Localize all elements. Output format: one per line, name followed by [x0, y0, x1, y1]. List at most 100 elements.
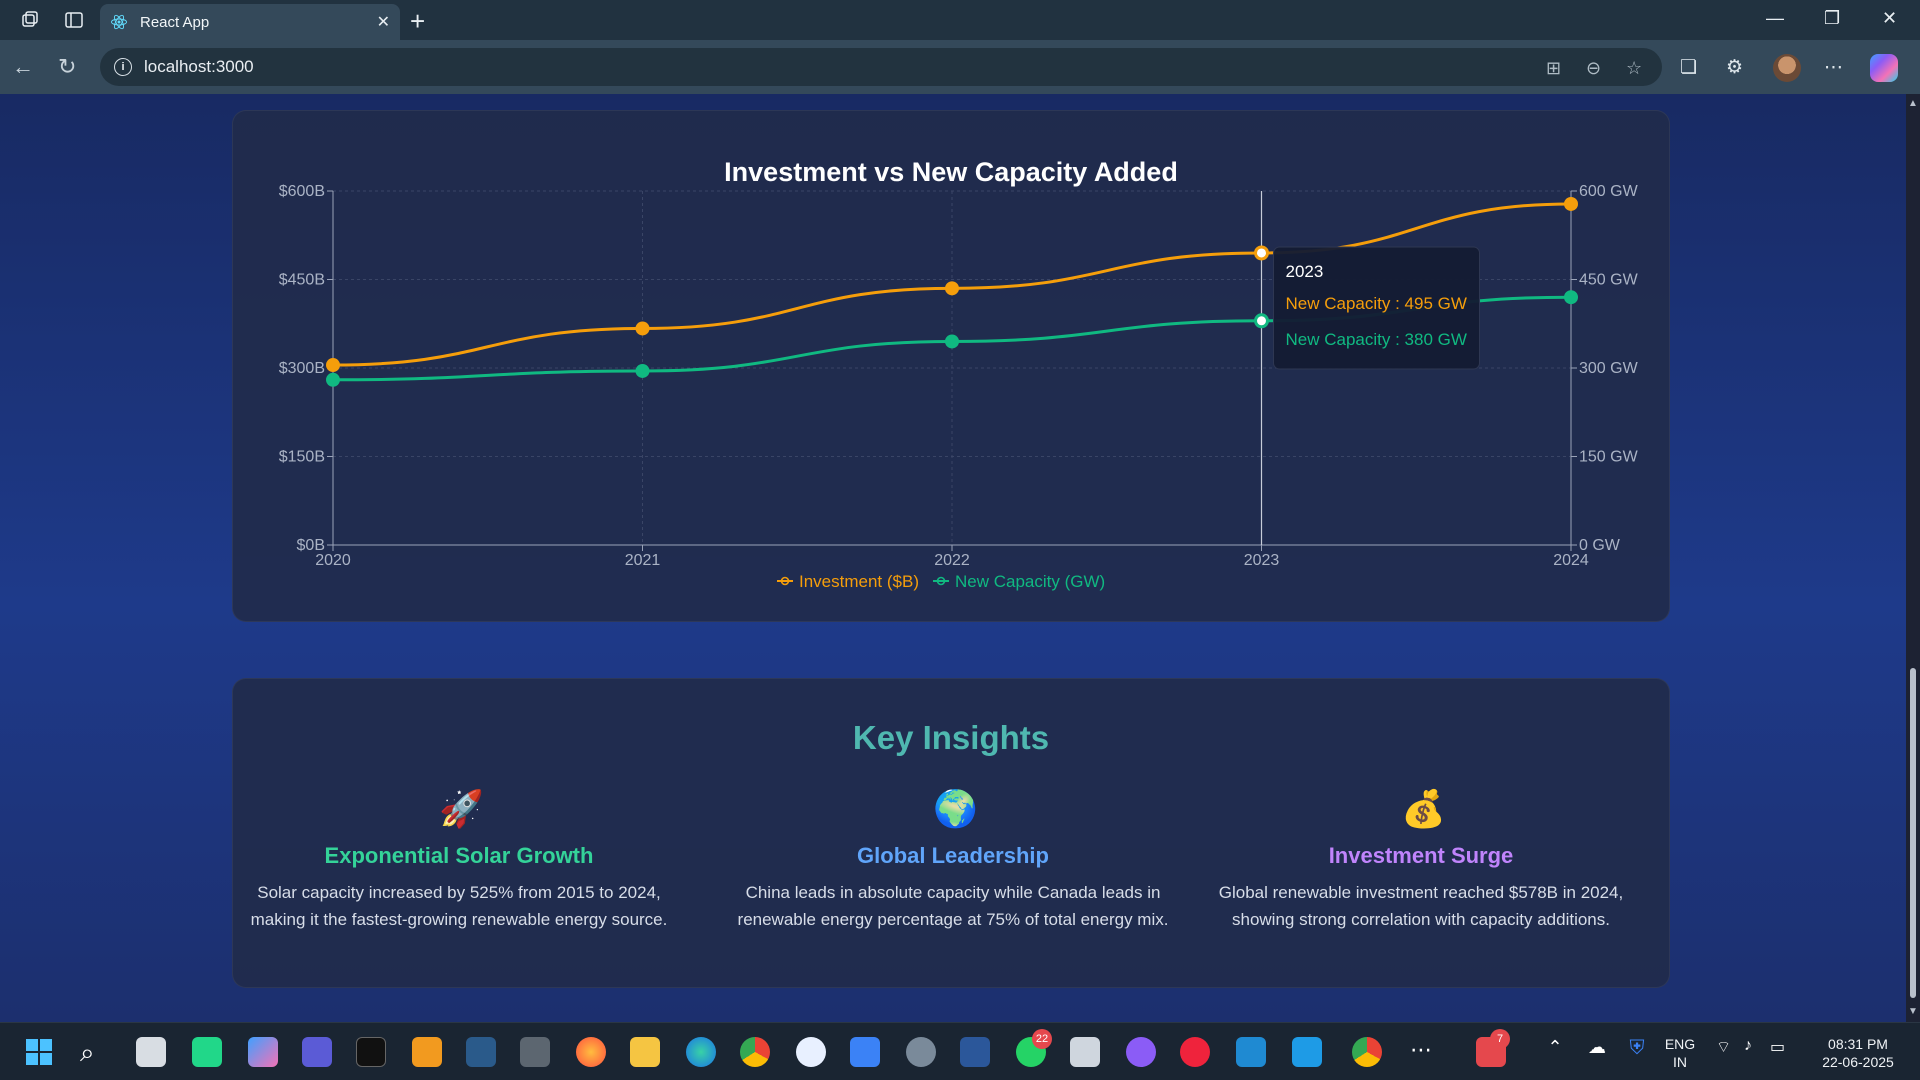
line-chart: $0B 0 GW $150B 150 GW $300B 300 GW $450B 450 GW… — [279, 183, 1639, 591]
profile-avatar[interactable] — [1773, 54, 1801, 82]
chart-card: Investment vs New Capacity Added $0B 0 GW… — [232, 110, 1670, 622]
extensions-icon[interactable]: ⚙ — [1726, 57, 1744, 78]
favorite-star-icon[interactable]: ☆ — [1626, 58, 1643, 78]
y-left-tick-label: $450B — [279, 272, 325, 289]
wifi-icon[interactable]: ⌔ — [1716, 1039, 1732, 1056]
clock-time: 08:31 PM — [1828, 1036, 1888, 1052]
tooltip-item: New Capacity : 380 GW — [1286, 330, 1467, 349]
react-logo-icon — [110, 13, 128, 31]
minimize-icon[interactable]: — — [1766, 8, 1784, 28]
language-code: ENG — [1664, 1036, 1696, 1052]
security-shield-icon[interactable]: ⛨ — [1629, 1037, 1645, 1059]
y-right-tick-label: 300 GW — [1579, 360, 1639, 377]
close-tab-icon[interactable]: ✕ — [376, 14, 390, 31]
data-point — [326, 358, 340, 373]
pycharm-icon[interactable] — [192, 1037, 222, 1067]
unity-icon[interactable] — [520, 1037, 550, 1067]
region-code: IN — [1673, 1054, 1687, 1070]
chrome-icon[interactable] — [740, 1037, 770, 1067]
data-point — [1564, 196, 1578, 211]
taskbar: ⌕ 22 ⋯ 7 ⌃ ☁ ⛨ ENG IN ⌔ ♪ ▭ 08:31 PM 22-… — [0, 1022, 1920, 1080]
y-right-tick-label: 0 GW — [1579, 537, 1621, 554]
terminal-icon[interactable] — [356, 1037, 386, 1067]
vscode-icon[interactable] — [1236, 1037, 1266, 1067]
chrome-profile-icon[interactable] — [1352, 1037, 1382, 1067]
reload-icon[interactable]: ↻ — [58, 54, 77, 79]
site-info-icon[interactable]: i — [114, 58, 132, 76]
close-window-icon[interactable]: ✕ — [1882, 8, 1898, 28]
browser-tab[interactable]: React App ✕ — [100, 4, 400, 40]
money-bag-icon: 💰 — [1401, 788, 1446, 829]
more-options-icon[interactable]: ⋯ — [1824, 57, 1843, 78]
youtube-music-icon[interactable] — [1180, 1037, 1210, 1067]
clock[interactable]: 08:31 PM 22-06-2025 — [1810, 1035, 1906, 1071]
virtualbox-icon[interactable] — [1070, 1037, 1100, 1067]
y-left-tick-label: $150B — [279, 449, 325, 466]
address-bar[interactable]: i localhost:3000 ⊞ ⊖ ☆ — [100, 48, 1662, 86]
insight-item: 🚀 Exponential Solar Growth Solar capacit… — [239, 789, 679, 933]
insight-heading: Global Leadership — [857, 843, 1049, 868]
windows-start-icon[interactable] — [24, 1037, 54, 1067]
tooltip-box — [1273, 246, 1480, 370]
x-tick-label: 2023 — [1244, 552, 1280, 569]
x-tick-label: 2020 — [315, 552, 351, 569]
copilot-icon[interactable] — [1870, 54, 1898, 82]
tooltip-item: New Capacity : 495 GW — [1286, 294, 1467, 313]
cloud-icon[interactable]: ☁ — [1588, 1037, 1606, 1057]
legend-label: New Capacity (GW) — [955, 572, 1105, 591]
data-point — [1564, 290, 1578, 305]
insight-heading: Investment Surge — [1328, 843, 1514, 868]
scroll-down-arrow-icon[interactable]: ▼ — [1908, 1006, 1918, 1017]
scroll-thumb[interactable] — [1910, 668, 1916, 998]
data-point-active — [1254, 245, 1269, 261]
app-available-icon[interactable]: ⊞ — [1546, 58, 1562, 78]
file-explorer-icon[interactable] — [630, 1037, 660, 1067]
scroll-up-arrow-icon[interactable]: ▲ — [1908, 98, 1918, 109]
back-icon[interactable]: ← — [12, 54, 34, 79]
task-view-icon[interactable] — [136, 1037, 166, 1067]
tooltip-label: 2023 — [1286, 262, 1324, 281]
data-point — [326, 372, 340, 387]
y-right-tick-label: 600 GW — [1579, 183, 1639, 200]
data-point — [635, 321, 650, 336]
y-left-tick-label: $300B — [279, 360, 325, 377]
chart-title: Investment vs New Capacity Added — [724, 157, 1178, 187]
zoom-icon[interactable]: ⊖ — [1586, 58, 1602, 78]
word-icon[interactable] — [960, 1037, 990, 1067]
insight-item: 💰 Investment Surge Global renewable inve… — [1201, 789, 1641, 933]
settings-icon[interactable] — [906, 1037, 936, 1067]
github-icon[interactable] — [1126, 1037, 1156, 1067]
legend-marker — [780, 576, 790, 586]
workspaces-icon[interactable] — [18, 8, 42, 32]
insights-title: Key Insights — [852, 719, 1050, 756]
volume-icon[interactable]: ♪ — [1744, 1037, 1752, 1054]
page-content: Investment vs New Capacity Added $0B 0 GW… — [0, 94, 1906, 1022]
tab-title: React App — [140, 13, 210, 31]
clipchamp-icon[interactable] — [1292, 1037, 1322, 1067]
page-scrollbar[interactable]: ▲ ▼ — [1906, 94, 1920, 1022]
mathpix-icon[interactable] — [302, 1037, 332, 1067]
more-apps-icon[interactable]: ⋯ — [1410, 1037, 1432, 1062]
edge-icon[interactable] — [686, 1037, 716, 1067]
app-store-icon[interactable] — [796, 1037, 826, 1067]
clock-date: 22-06-2025 — [1822, 1054, 1894, 1070]
rocket-icon: 🚀 — [439, 788, 484, 829]
restore-icon[interactable]: ❐ — [1824, 8, 1841, 28]
search-icon[interactable]: ⌕ — [80, 1037, 95, 1067]
new-tab-icon[interactable]: + — [410, 6, 426, 36]
vertical-tabs-icon[interactable] — [62, 8, 86, 32]
legend-label: Investment ($B) — [799, 572, 919, 591]
insight-item: 🌍 Global Leadership China leads in absol… — [733, 789, 1173, 933]
chevron-up-icon[interactable]: ⌃ — [1547, 1037, 1563, 1057]
mysql-workbench-icon[interactable] — [466, 1037, 496, 1067]
browser-toolbar: ← ↻ i localhost:3000 ⊞ ⊖ ☆ — [0, 40, 1920, 94]
battery-icon[interactable]: ▭ — [1770, 1039, 1786, 1056]
language-indicator[interactable]: ENG IN — [1662, 1035, 1698, 1071]
collections-icon[interactable]: ❏ — [1680, 57, 1698, 78]
whatsapp-badge: 22 — [1032, 1029, 1052, 1049]
sublime-text-icon[interactable] — [412, 1037, 442, 1067]
copilot-app-icon[interactable] — [248, 1037, 278, 1067]
notepad-icon[interactable] — [850, 1037, 880, 1067]
firefox-icon[interactable] — [576, 1037, 606, 1067]
browser-tab-bar: React App ✕ + — ❐ ✕ — [0, 0, 1920, 40]
